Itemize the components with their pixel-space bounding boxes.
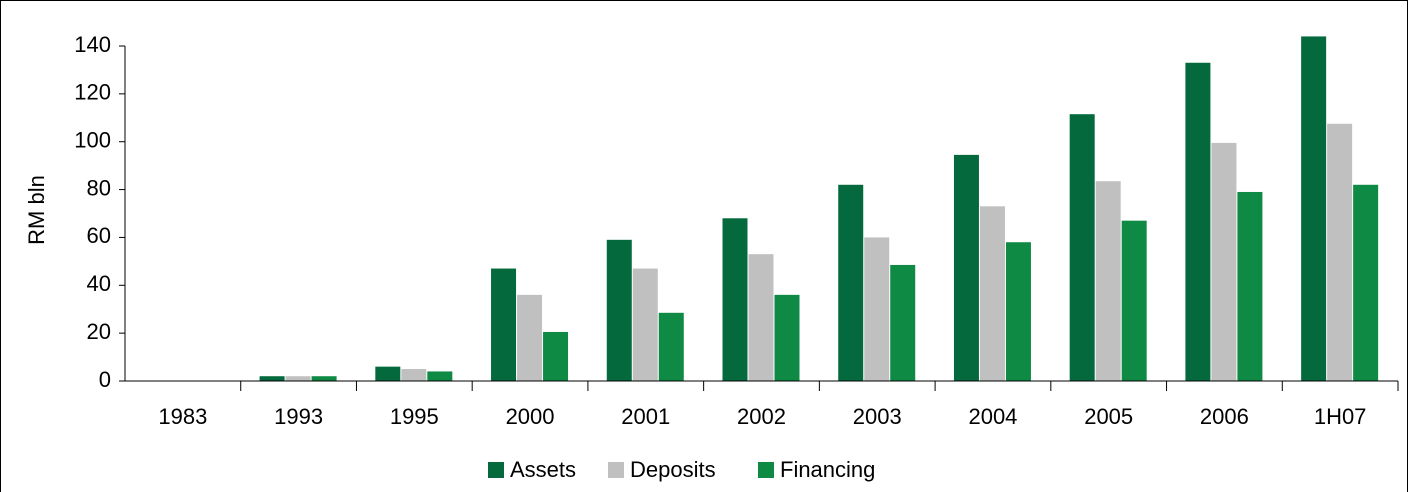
bar [375,366,401,381]
bar [632,268,658,381]
bar [953,154,979,381]
bar [543,331,569,381]
x-tick-label: 1983 [158,404,207,429]
bar [491,268,517,381]
y-tick-label: 120 [74,80,111,105]
bar [838,184,864,381]
bar [864,237,890,381]
bar [748,254,774,381]
bar [285,376,311,381]
legend-label: Financing [780,457,875,482]
legend-label: Deposits [630,457,716,482]
y-tick-label: 80 [87,175,111,200]
bar [1005,242,1031,381]
y-axis-label: RM bln [24,175,49,245]
bar [1185,62,1211,381]
bar [722,218,748,381]
y-tick-label: 140 [74,32,111,57]
bar [1095,181,1121,381]
x-tick-label: 2001 [621,404,670,429]
bar [774,294,800,381]
x-tick-label: 1H07 [1314,404,1367,429]
bar [1069,114,1095,382]
bar [979,206,1005,381]
bar [606,239,632,381]
x-tick-label: 2002 [737,404,786,429]
bar [658,312,684,381]
bar [1237,191,1263,381]
bar [517,294,543,381]
x-tick-label: 2005 [1084,404,1133,429]
legend-label: Assets [510,457,576,482]
bar [401,369,427,381]
x-tick-label: 2004 [968,404,1017,429]
bar [1353,184,1379,381]
y-tick-label: 40 [87,271,111,296]
x-tick-label: 2006 [1200,404,1249,429]
legend-swatch [758,462,774,478]
x-tick-label: 1993 [274,404,323,429]
legend-swatch [488,462,504,478]
bar [1121,220,1147,381]
legend-swatch [608,462,624,478]
bar [1327,123,1353,382]
y-tick-label: 20 [87,319,111,344]
y-tick-label: 100 [74,128,111,153]
bar [890,264,916,381]
bar [427,371,453,381]
bar [1301,36,1327,382]
y-tick-label: 60 [87,223,111,248]
bar [1211,142,1237,381]
bar [311,376,337,381]
x-tick-label: 2003 [853,404,902,429]
bar [259,376,285,381]
x-tick-label: 1995 [390,404,439,429]
y-tick-label: 0 [99,367,111,392]
x-tick-label: 2000 [506,404,555,429]
